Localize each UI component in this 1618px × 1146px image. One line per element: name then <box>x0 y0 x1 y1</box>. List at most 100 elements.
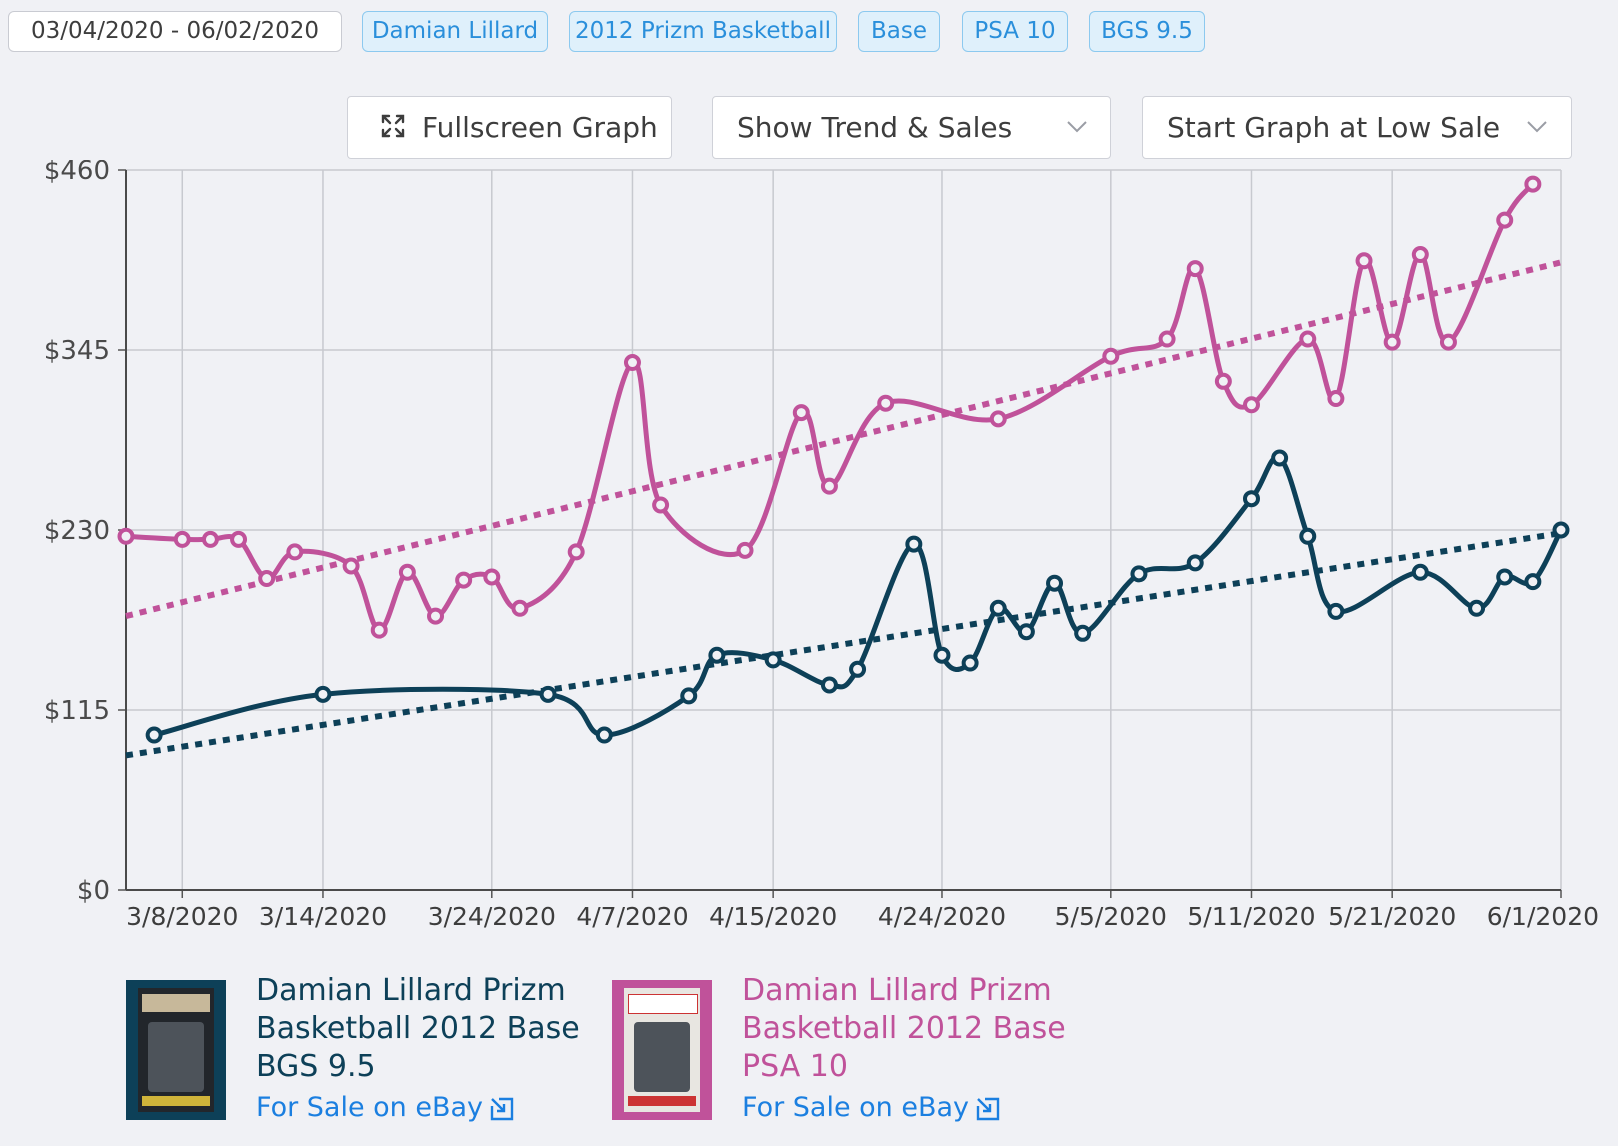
card-title-psa[interactable]: Damian Lillard Prizm Basketball 2012 Bas… <box>742 973 1066 1084</box>
sale-point-psa[interactable] <box>173 530 191 548</box>
sale-point-psa[interactable] <box>1439 333 1457 351</box>
sale-point-bgs[interactable] <box>1130 565 1148 583</box>
tag-grade-psa[interactable]: PSA 10 <box>962 11 1068 52</box>
x-tick-label: 4/15/2020 <box>709 902 837 931</box>
sale-point-psa[interactable] <box>117 527 135 545</box>
sale-point-psa[interactable] <box>1242 396 1260 414</box>
sale-point-psa[interactable] <box>1186 260 1204 278</box>
sale-point-bgs[interactable] <box>1186 554 1204 572</box>
sale-point-bgs[interactable] <box>1017 623 1035 641</box>
sale-point-bgs[interactable] <box>905 535 923 553</box>
sale-point-psa[interactable] <box>652 496 670 514</box>
view-select[interactable]: Show Trend & Sales <box>712 96 1111 159</box>
card-image-bgs[interactable] <box>126 980 226 1120</box>
sale-point-bgs[interactable] <box>1046 574 1064 592</box>
sale-point-psa[interactable] <box>1102 347 1120 365</box>
sale-point-bgs[interactable] <box>595 726 613 744</box>
ebay-link-bgs[interactable]: For Sale on eBay <box>256 1092 515 1123</box>
x-tick-label: 3/14/2020 <box>259 902 387 931</box>
sale-point-bgs[interactable] <box>1074 624 1092 642</box>
x-tick-label: 5/21/2020 <box>1328 902 1456 931</box>
sale-point-psa[interactable] <box>427 607 445 625</box>
sale-point-psa[interactable] <box>286 543 304 561</box>
sale-point-bgs[interactable] <box>820 676 838 694</box>
sale-point-psa[interactable] <box>623 354 641 372</box>
sale-point-psa[interactable] <box>1327 390 1345 408</box>
chevron-down-icon <box>1527 121 1547 133</box>
sale-point-bgs[interactable] <box>1524 573 1542 591</box>
card-title-bgs[interactable]: Damian Lillard Prizm Basketball 2012 Bas… <box>256 973 580 1084</box>
sale-point-psa[interactable] <box>230 530 248 548</box>
axis-labels: $0 $115 $230 $345 $460 3/8/2020 3/14/2020 3/24/… <box>44 160 1599 931</box>
sale-point-psa[interactable] <box>989 410 1007 428</box>
sale-point-psa[interactable] <box>511 599 529 617</box>
sale-point-psa[interactable] <box>1383 333 1401 351</box>
sale-point-psa[interactable] <box>398 563 416 581</box>
sale-point-psa[interactable] <box>201 530 219 548</box>
sale-point-bgs[interactable] <box>708 646 726 664</box>
sale-point-psa[interactable] <box>1524 175 1542 193</box>
sale-point-psa[interactable] <box>1355 252 1373 270</box>
sale-point-psa[interactable] <box>1158 330 1176 348</box>
sale-point-psa[interactable] <box>567 543 585 561</box>
sale-point-bgs[interactable] <box>145 726 163 744</box>
sale-point-psa[interactable] <box>736 541 754 559</box>
tag-grade-bgs[interactable]: BGS 9.5 <box>1089 11 1205 52</box>
sale-point-psa[interactable] <box>820 477 838 495</box>
card-image-psa[interactable] <box>612 980 712 1120</box>
sales-lines <box>125 182 1564 738</box>
chevron-down-icon <box>1067 121 1087 133</box>
sale-point-bgs[interactable] <box>539 685 557 703</box>
sales-line-psa <box>125 182 1535 633</box>
y-tick-label: $115 <box>44 696 110 726</box>
sale-point-psa[interactable] <box>877 394 895 412</box>
y-tick-label: $345 <box>44 336 110 366</box>
tag-player[interactable]: Damian Lillard <box>362 11 548 52</box>
date-range-filter[interactable]: 03/04/2020 - 06/02/2020 <box>8 11 342 52</box>
sale-point-bgs[interactable] <box>1468 599 1486 617</box>
sale-point-psa[interactable] <box>1214 372 1232 390</box>
sale-point-bgs[interactable] <box>1242 490 1260 508</box>
sale-point-psa[interactable] <box>370 621 388 639</box>
sale-point-psa[interactable] <box>792 404 810 422</box>
tag-variation[interactable]: Base <box>858 11 940 52</box>
x-tick-label: 4/24/2020 <box>878 902 1006 931</box>
x-tick-label: 3/24/2020 <box>428 902 556 931</box>
fullscreen-graph-button[interactable]: Fullscreen Graph <box>347 96 672 159</box>
sale-point-psa[interactable] <box>1411 246 1429 264</box>
y-tick-label: $230 <box>44 516 110 546</box>
x-tick-label: 3/8/2020 <box>126 902 238 931</box>
price-chart: $0 $115 $230 $345 $460 3/8/2020 3/14/2020 3/24/… <box>44 160 1599 931</box>
external-link-icon <box>976 1097 1000 1120</box>
ebay-link-psa[interactable]: For Sale on eBay <box>742 1092 1001 1123</box>
y-tick-label: $0 <box>77 876 110 906</box>
x-tick-label: 5/5/2020 <box>1055 902 1167 931</box>
tag-set[interactable]: 2012 Prizm Basketball <box>569 11 837 52</box>
sale-point-bgs[interactable] <box>989 599 1007 617</box>
x-tick-label: 4/7/2020 <box>576 902 688 931</box>
start-graph-select[interactable]: Start Graph at Low Sale <box>1142 96 1572 159</box>
sale-point-bgs[interactable] <box>1299 527 1317 545</box>
sales-points <box>117 175 1570 744</box>
sale-point-psa[interactable] <box>1496 211 1514 229</box>
sale-point-psa[interactable] <box>483 568 501 586</box>
sale-point-bgs[interactable] <box>680 687 698 705</box>
expand-icon <box>381 114 405 138</box>
trend-lines <box>125 259 1562 759</box>
fullscreen-label: Fullscreen Graph <box>422 111 658 144</box>
sale-point-bgs[interactable] <box>849 660 867 678</box>
sale-point-bgs[interactable] <box>1271 449 1289 467</box>
sale-point-bgs[interactable] <box>1327 602 1345 620</box>
sale-point-bgs[interactable] <box>1496 568 1514 586</box>
sale-point-bgs[interactable] <box>1411 563 1429 581</box>
sale-point-bgs[interactable] <box>961 654 979 672</box>
sale-point-bgs[interactable] <box>1552 521 1570 539</box>
sale-point-psa[interactable] <box>258 570 276 588</box>
sale-point-bgs[interactable] <box>764 651 782 669</box>
sale-point-bgs[interactable] <box>314 685 332 703</box>
x-tick-label: 6/1/2020 <box>1487 902 1599 931</box>
sale-point-psa[interactable] <box>455 571 473 589</box>
sale-point-psa[interactable] <box>1299 330 1317 348</box>
sale-point-psa[interactable] <box>342 557 360 575</box>
sale-point-bgs[interactable] <box>933 646 951 664</box>
